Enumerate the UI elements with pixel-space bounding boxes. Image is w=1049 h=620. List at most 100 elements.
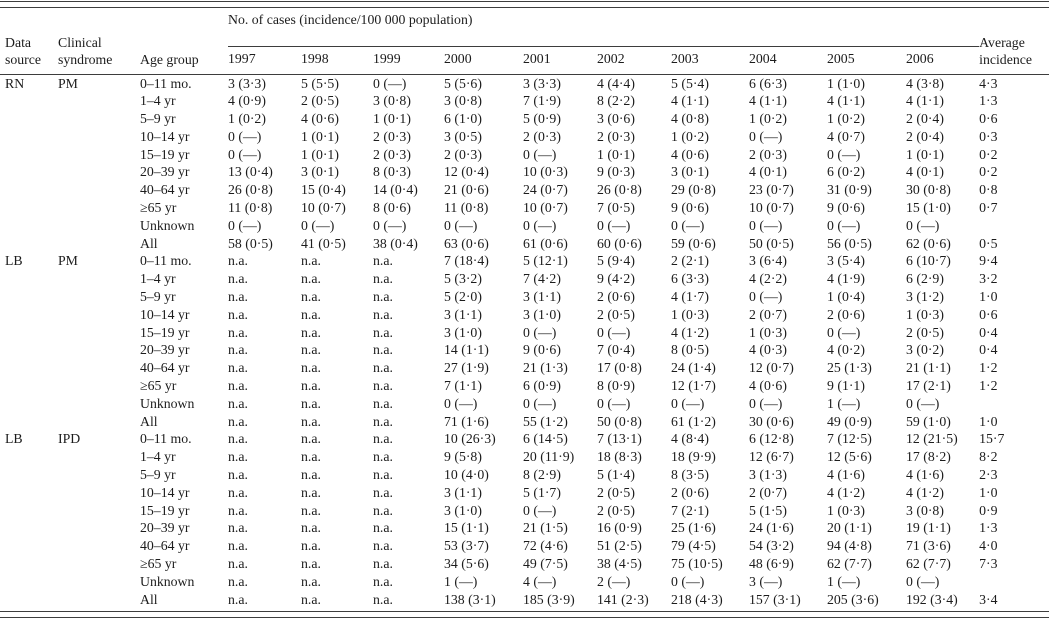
header-clinical-syndrome: Clinical syndrome	[58, 8, 140, 75]
table-row: 15–19 yr 0 (—) 1 (0·1) 2 (0·3) 2 (0·3) 0 (—) 1…	[0, 146, 1049, 164]
value-cell: 14 (0·4)	[373, 182, 418, 198]
value-cell: 2 (0·6)	[671, 484, 709, 500]
value-cell: 205 (3·6)	[827, 591, 879, 607]
value-cell: 3 (3·3)	[523, 75, 561, 91]
header-year-2004: 2004	[749, 46, 827, 75]
value-cell: 56 (0·5)	[827, 235, 872, 251]
value-cell: 9 (1·1)	[827, 378, 865, 394]
value-cell: n.a.	[373, 520, 393, 536]
value-cell: 62 (0·6)	[906, 235, 951, 251]
table-row: 15–19 yr n.a. n.a. n.a. 3 (1·0) 0 (—) 2 (0·5) 7…	[0, 502, 1049, 520]
table-row: 15–19 yr n.a. n.a. n.a. 3 (1·0) 0 (—) 0 (—) 4 (…	[0, 324, 1049, 342]
value-cell: 8 (2·2)	[597, 93, 635, 109]
value-cell: 21 (1·5)	[523, 520, 568, 536]
value-cell: 9 (0·3)	[597, 164, 635, 180]
age-group-cell: 40–64 yr	[140, 360, 190, 376]
value-cell: 72 (4·6)	[523, 538, 568, 554]
value-cell: n.a.	[228, 431, 248, 447]
table-header: Data source Clinical syndrome Age group …	[0, 8, 1049, 75]
value-cell: 0 (—)	[301, 217, 335, 233]
value-cell: n.a.	[301, 591, 321, 607]
value-cell: 6 (3·3)	[671, 271, 709, 287]
value-cell: n.a.	[301, 324, 321, 340]
value-cell: 2 (0·5)	[597, 484, 635, 500]
average-cell: 1·0	[979, 484, 998, 500]
value-cell: 34 (5·6)	[444, 556, 489, 572]
value-cell: 1 (—)	[827, 573, 861, 589]
value-cell: 0 (—)	[444, 217, 478, 233]
value-cell: 3 (1·1)	[444, 306, 482, 322]
value-cell: n.a.	[373, 467, 393, 483]
header-average-incidence: Average incidence	[979, 8, 1049, 75]
value-cell: 0 (—)	[749, 217, 783, 233]
value-cell: 2 (0·4)	[906, 128, 944, 144]
age-group-cell: 1–4 yr	[140, 449, 176, 465]
value-cell: 1 (0·1)	[906, 146, 944, 162]
value-cell: 53 (3·7)	[444, 538, 489, 554]
value-cell: 24 (0·7)	[523, 182, 568, 198]
value-cell: 60 (0·6)	[597, 235, 642, 251]
average-cell: 1·3	[979, 520, 998, 536]
table-row: 5–9 yr n.a. n.a. n.a. 5 (2·0) 3 (1·1) 2 (0·6) 4…	[0, 288, 1049, 306]
value-cell: 0 (—)	[749, 289, 783, 305]
value-cell: 6 (12·8)	[749, 431, 794, 447]
table-row: 5–9 yr n.a. n.a. n.a. 10 (4·0) 8 (2·9) 5 (1·4)…	[0, 466, 1049, 484]
value-cell: 26 (0·8)	[228, 182, 273, 198]
value-cell: 6 (6·3)	[749, 75, 787, 91]
value-cell: n.a.	[228, 484, 248, 500]
value-cell: n.a.	[373, 449, 393, 465]
value-cell: 9 (5·8)	[444, 449, 482, 465]
value-cell: n.a.	[373, 395, 393, 411]
value-cell: 18 (9·9)	[671, 449, 716, 465]
value-cell: 5 (1·7)	[523, 484, 561, 500]
value-cell: 4 (0·7)	[827, 128, 865, 144]
value-cell: 9 (0·6)	[671, 200, 709, 216]
value-cell: 3 (0·8)	[373, 93, 411, 109]
header-year-2003: 2003	[671, 46, 749, 75]
value-cell: 49 (7·5)	[523, 556, 568, 572]
value-cell: 0 (—)	[523, 324, 557, 340]
value-cell: 12 (0·7)	[749, 360, 794, 376]
value-cell: 0 (—)	[228, 146, 262, 162]
value-cell: n.a.	[373, 253, 393, 269]
age-group-cell: 10–14 yr	[140, 128, 190, 144]
table-body: RN PM 0–11 mo. 3 (3·3) 5 (5·5) 0 (—) 5 (5·6) 3 …	[0, 74, 1049, 608]
table-bottom-double-rule	[0, 611, 1049, 619]
value-cell: 11 (0·8)	[444, 200, 489, 216]
value-cell: 0 (—)	[671, 395, 705, 411]
age-group-cell: 15–19 yr	[140, 502, 190, 518]
value-cell: 0 (—)	[523, 502, 557, 518]
value-cell: 5 (5·4)	[671, 75, 709, 91]
value-cell: 29 (0·8)	[671, 182, 716, 198]
value-cell: n.a.	[373, 573, 393, 589]
value-cell: n.a.	[373, 538, 393, 554]
value-cell: n.a.	[301, 520, 321, 536]
value-cell: 12 (1·7)	[671, 378, 716, 394]
header-row-top: Data source Clinical syndrome Age group …	[0, 8, 1049, 75]
value-cell: 0 (—)	[906, 217, 940, 233]
clinical-syndrome-cell: PM	[58, 253, 78, 269]
value-cell: 0 (—)	[523, 217, 557, 233]
value-cell: 2 (0·3)	[597, 128, 635, 144]
value-cell: 0 (—)	[228, 217, 262, 233]
average-cell: 0·3	[979, 128, 998, 144]
value-cell: 4 (0·6)	[671, 146, 709, 162]
value-cell: 94 (4·8)	[827, 538, 872, 554]
value-cell: 0 (—)	[906, 573, 940, 589]
age-group-cell: 40–64 yr	[140, 538, 190, 554]
value-cell: 138 (3·1)	[444, 591, 496, 607]
average-cell: 0·5	[979, 235, 998, 251]
value-cell: n.a.	[228, 591, 248, 607]
value-cell: 24 (1·6)	[749, 520, 794, 536]
average-cell: 1·0	[979, 289, 998, 305]
value-cell: 38 (4·5)	[597, 556, 642, 572]
table-row: ≥65 yr n.a. n.a. n.a. 7 (1·1) 6 (0·9) 8 (0·9) 1…	[0, 377, 1049, 395]
value-cell: 0 (—)	[228, 128, 262, 144]
value-cell: 157 (3·1)	[749, 591, 801, 607]
value-cell: 2 (0·7)	[749, 484, 787, 500]
header-row-years: 1997 1998 1999 2000 2001 2002 2003 2004 …	[0, 46, 1049, 75]
value-cell: 48 (6·9)	[749, 556, 794, 572]
table-row: 20–39 yr 13 (0·4) 3 (0·1) 8 (0·3) 12 (0·4) 10…	[0, 163, 1049, 181]
value-cell: 27 (1·9)	[444, 360, 489, 376]
value-cell: 0 (—)	[749, 128, 783, 144]
